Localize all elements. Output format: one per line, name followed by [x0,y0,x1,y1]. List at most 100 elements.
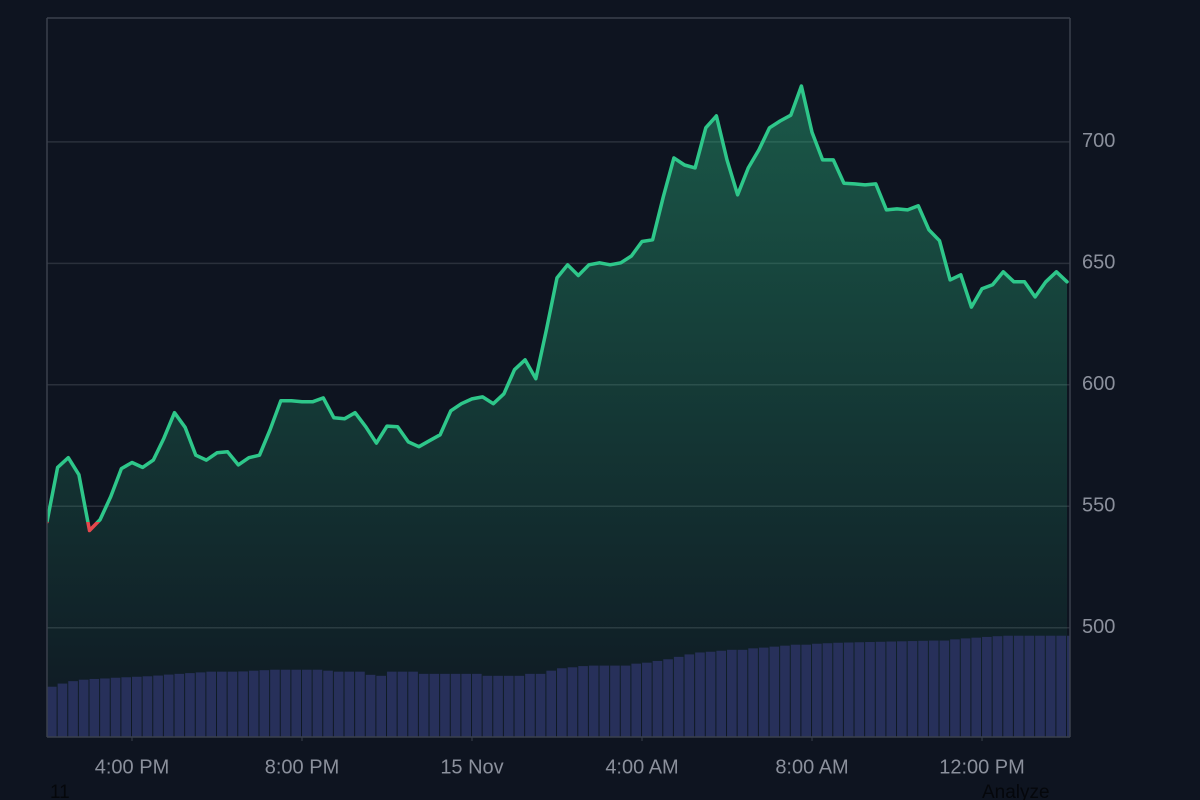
volume-bar [312,669,323,737]
volume-bar [408,671,418,737]
x-tick-label: 8:00 PM [265,756,339,778]
volume-bar [1067,635,1070,737]
x-tick-label: 8:00 AM [775,756,848,778]
volume-bar [578,666,588,737]
volume-bar [461,673,472,737]
volume-bar [248,670,259,737]
volume-bar [620,665,631,737]
volume-bar [950,639,960,737]
volume-bar [365,674,376,737]
volume-bar [376,675,387,737]
y-tick-label: 650 [1082,252,1115,274]
volume-bar [567,667,578,737]
volume-bar [610,665,620,737]
volume-bar [939,640,950,737]
volume-bar [780,645,790,737]
volume-bar [280,669,291,737]
volume-bar [1003,635,1013,737]
volume-bar [344,671,355,737]
volume-bar [843,642,854,737]
volume-bar [748,648,758,737]
volume-bar [270,669,280,737]
volume-bar [599,665,610,737]
volume-bar [769,646,780,737]
volume-bar [387,671,397,737]
volume-bar [1045,635,1056,737]
volume-bar [68,681,78,737]
y-tick-label: 600 [1082,373,1115,395]
volume-bar [684,654,695,737]
volume-bar [238,671,248,737]
volume-bar [1056,635,1067,737]
volume-bar [174,673,185,737]
volume-bar [673,656,684,737]
volume-bar [323,670,333,737]
volume-bar [960,638,971,737]
volume-bar [217,671,227,737]
volume-bar [631,663,642,737]
volume-bar [503,675,514,737]
volume-bar [110,677,121,737]
volume-bar [897,641,907,737]
volume-bar [588,665,599,737]
volume-bar [185,673,195,737]
volume-bar [812,643,822,737]
y-tick-label: 700 [1082,130,1115,152]
volume-bar [982,636,992,737]
y-tick-label: 550 [1082,495,1115,517]
volume-bar [47,686,57,737]
volume-bar [1013,635,1024,737]
x-tick-label: 4:00 PM [95,756,169,778]
volume-bar [153,675,163,737]
volume-bar [302,669,312,737]
volume-bar [440,673,450,737]
volume-bar [291,669,302,737]
volume-bar [142,676,153,737]
volume-bar [822,643,833,737]
volume-bar [121,677,132,737]
volume-bar [100,678,110,737]
volume-bar [333,671,344,737]
volume-bar [482,675,493,737]
x-tick-label: 4:00 AM [605,756,678,778]
volume-bar [195,672,206,737]
footer-right: Analyze [982,782,1050,800]
volume-bar [801,644,812,737]
volume-bar [525,673,535,737]
volume-bar [514,675,525,737]
volume-bar [928,640,939,737]
volume-bar [886,641,897,737]
volume-bar [450,673,461,737]
volume-bar [429,673,440,737]
volume-bar [259,670,270,737]
volume-bar [535,673,546,737]
volume-bar [737,649,748,737]
footer-left: 11 [50,782,70,800]
volume-bar [790,644,801,737]
volume-bar [695,652,705,737]
volume-bar [758,647,769,737]
volume-bar [663,659,673,737]
volume-bar [854,642,865,737]
volume-bar [546,670,557,737]
volume-bar [1024,635,1035,737]
area [47,86,1067,737]
volume-bar [971,637,982,737]
volume-bar [652,660,663,737]
volume-bar [918,640,928,737]
volume-bar [355,671,365,737]
volume-bar [833,642,843,737]
volume-bar [418,673,429,737]
volume-bar [1035,635,1045,737]
volume-bar [875,641,886,737]
y-tick-label: 500 [1082,616,1115,638]
volume-bar [78,679,89,737]
volume-bar [907,641,918,737]
volume-bar [992,636,1003,737]
volume-bar [397,671,408,737]
volume-bar [865,642,875,737]
volume-bar [642,662,652,737]
volume-bar [716,650,727,737]
volume-bar [132,676,142,737]
